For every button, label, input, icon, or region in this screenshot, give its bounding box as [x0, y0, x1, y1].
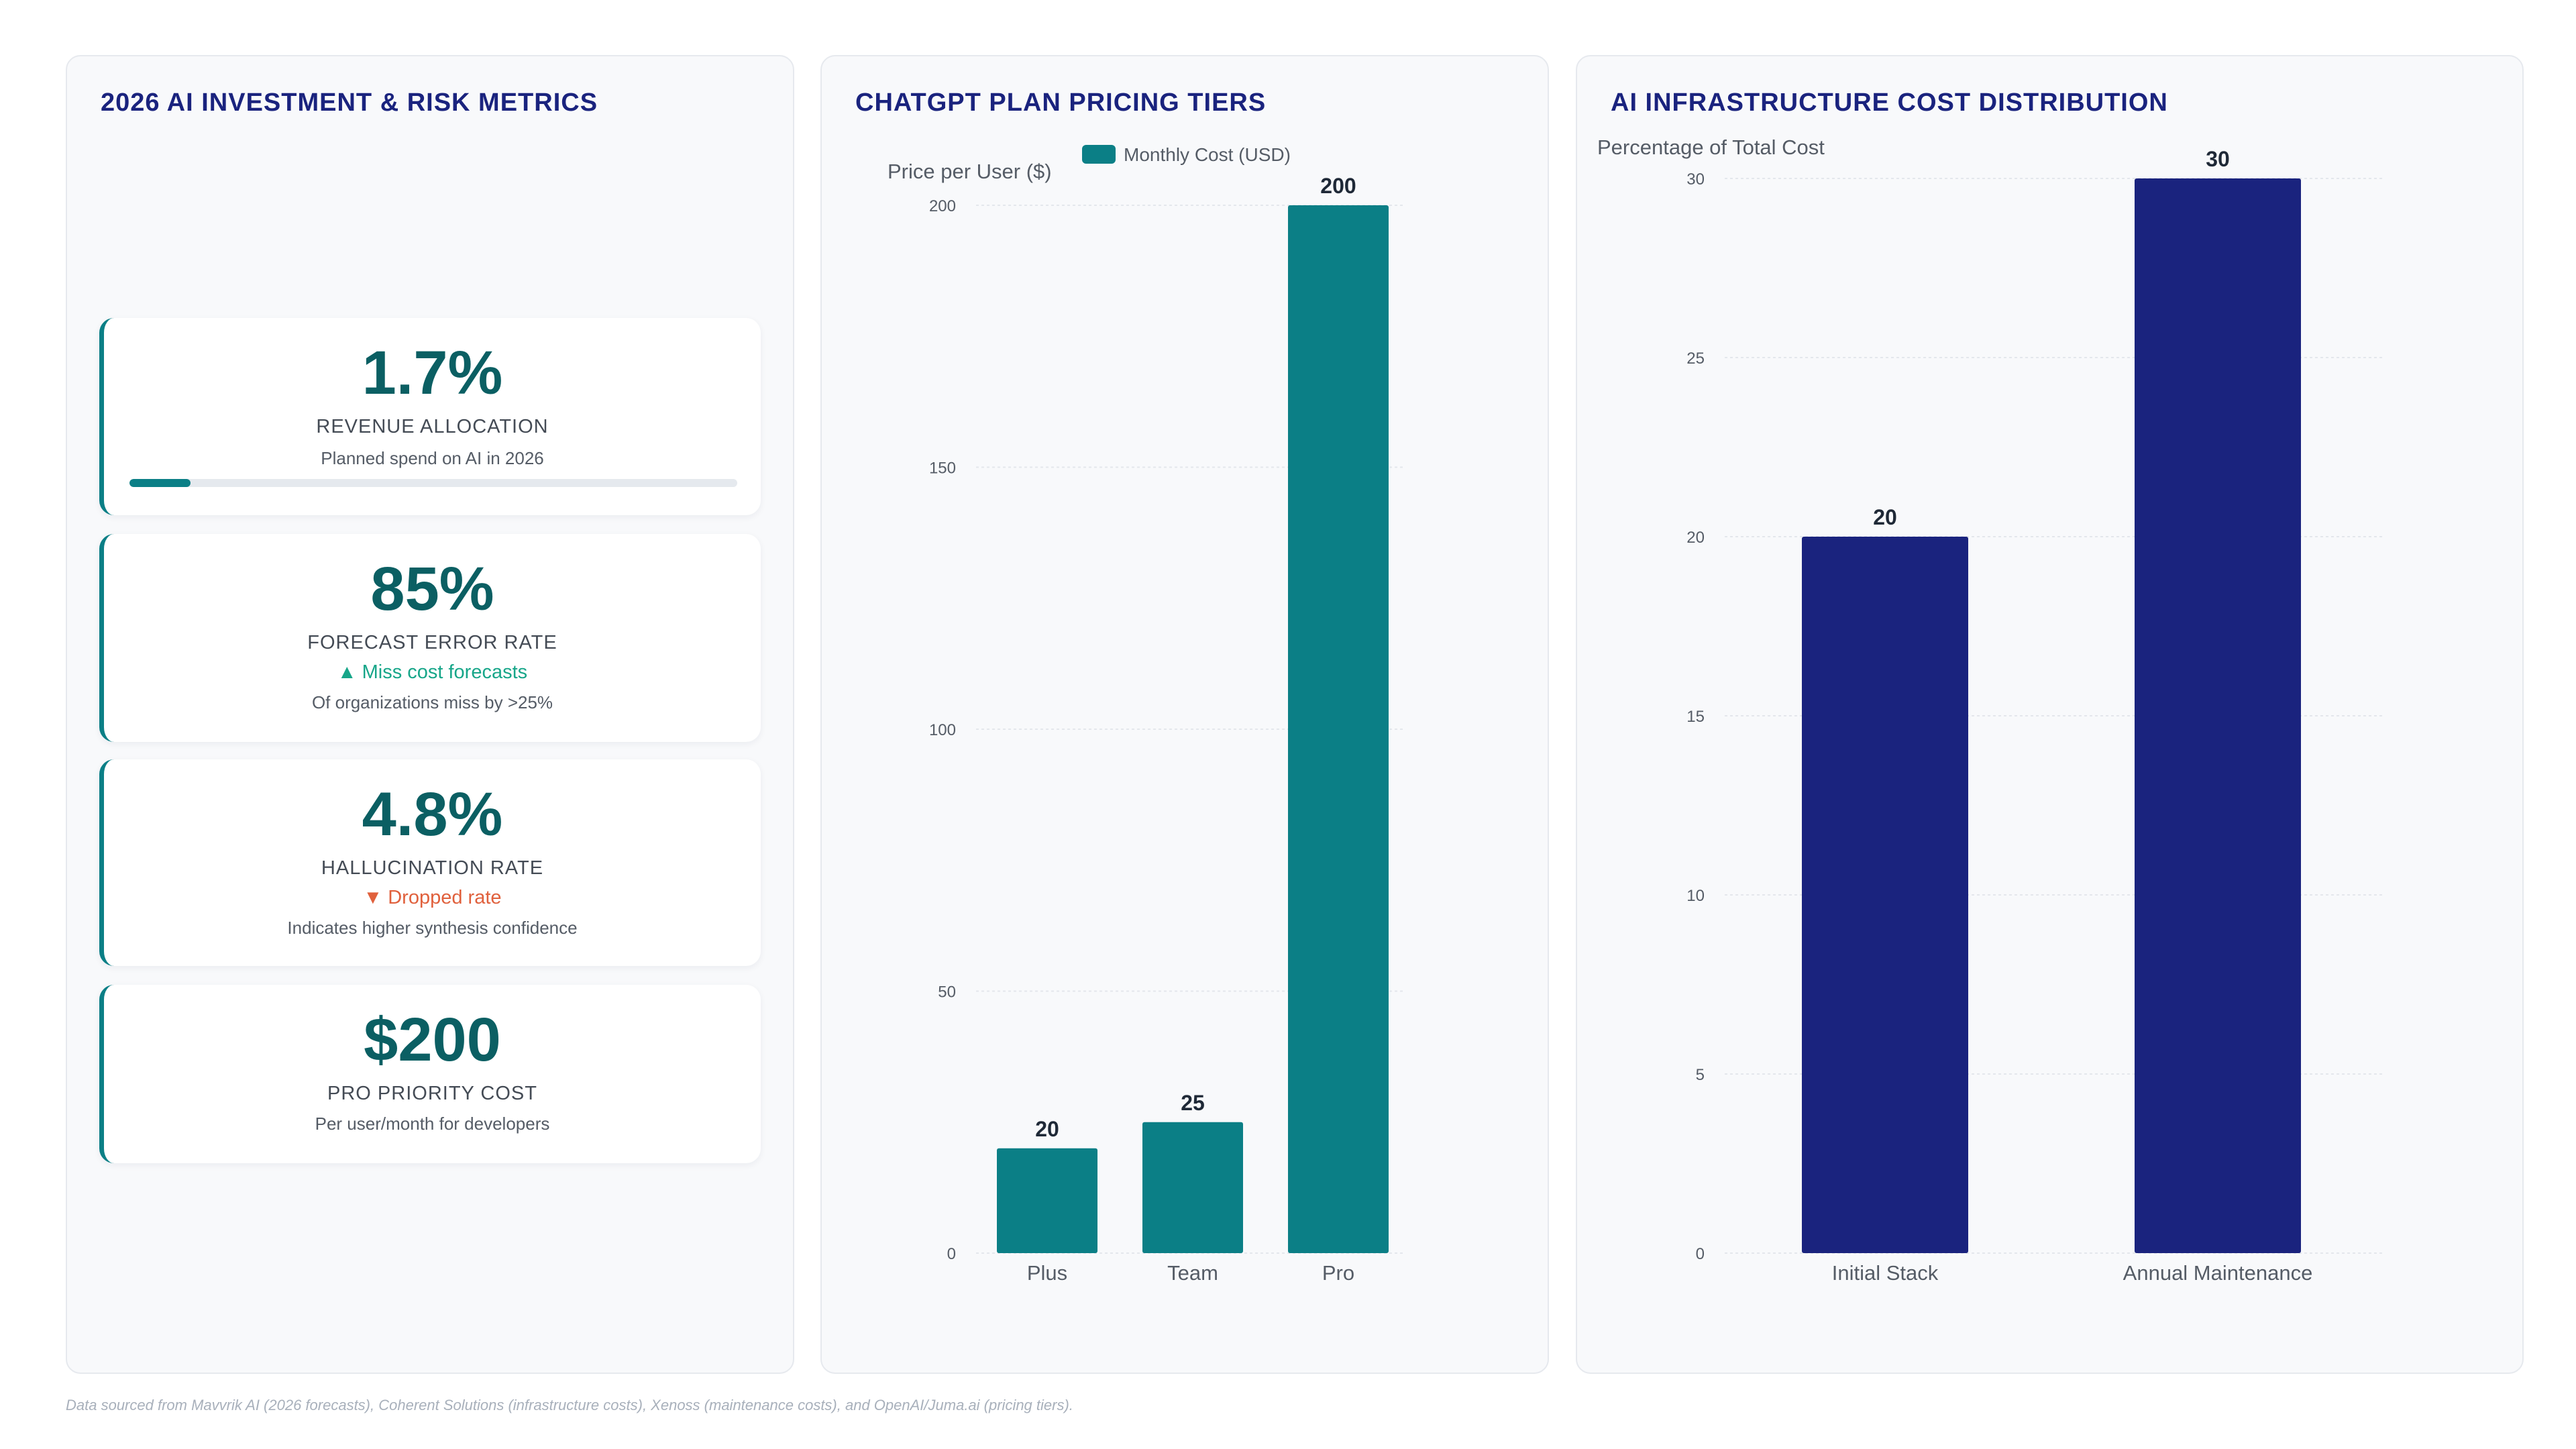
- x-tick-label: Pro: [1322, 1261, 1354, 1285]
- bar-value-label: 25: [1181, 1091, 1205, 1115]
- bar-value-label: 20: [1873, 505, 1897, 529]
- trend-down-indicator: ▼ Dropped rate: [363, 887, 502, 908]
- metric-card-hallucination-rate: 4.8% HALLUCINATION RATE ▼ Dropped rate I…: [99, 759, 761, 966]
- infra-bar-chart: 0 5 10 15 20 25 30 Percentage of Total Cost 20 In…: [1597, 136, 2382, 1285]
- metric-subtext: Planned spend on AI in 2026: [321, 448, 544, 468]
- metric-label: HALLUCINATION RATE: [321, 857, 544, 879]
- metric-value: 85%: [370, 555, 494, 623]
- bar-value-label: 20: [1035, 1117, 1059, 1141]
- metric-card-revenue-allocation: 1.7% REVENUE ALLOCATION Planned spend on…: [99, 318, 761, 515]
- bar-annual-maintenance: [2135, 178, 2301, 1253]
- x-tick-label: Annual Maintenance: [2123, 1261, 2313, 1285]
- y-tick-label: 15: [1686, 708, 1705, 726]
- y-tick-label: 0: [947, 1245, 956, 1263]
- x-tick-label: Initial Stack: [1832, 1261, 1939, 1285]
- bar-plus: [997, 1148, 1097, 1253]
- revenue-progress-fill: [129, 479, 191, 487]
- y-tick-label: 5: [1696, 1066, 1705, 1084]
- metrics-panel: 2026 AI INVESTMENT & RISK METRICS 1.7% R…: [66, 55, 794, 1374]
- pricing-panel: CHATGPT PLAN PRICING TIERS 0 50 100 150 200 P…: [820, 55, 1549, 1374]
- y-tick-label: 100: [929, 721, 956, 739]
- infra-panel: AI INFRASTRUCTURE COST DISTRIBUTION 0 5 10…: [1576, 55, 2524, 1374]
- metric-card-pro-priority-cost: $200 PRO PRIORITY COST Per user/month fo…: [99, 985, 761, 1163]
- metric-label: FORECAST ERROR RATE: [307, 632, 557, 653]
- metric-value: $200: [364, 1006, 501, 1074]
- metric-label: REVENUE ALLOCATION: [316, 416, 549, 437]
- metric-value: 1.7%: [362, 339, 503, 407]
- y-tick-label: 25: [1686, 350, 1705, 368]
- bar-pro: [1288, 205, 1389, 1253]
- legend-label: Monthly Cost (USD): [1124, 144, 1291, 165]
- y-tick-label: 50: [938, 983, 956, 1002]
- infra-panel-title: AI INFRASTRUCTURE COST DISTRIBUTION: [1611, 89, 2168, 117]
- x-tick-label: Plus: [1027, 1261, 1067, 1285]
- bar-initial-stack: [1802, 537, 1968, 1253]
- trend-up-indicator: ▲ Miss cost forecasts: [337, 661, 528, 683]
- revenue-progress-bar: [129, 479, 737, 487]
- y-tick-label: 10: [1686, 887, 1705, 905]
- y-tick-label: 150: [929, 460, 956, 478]
- metric-subtext: Indicates higher synthesis confidence: [287, 918, 578, 938]
- metric-value: 4.8%: [362, 780, 503, 849]
- metrics-panel-title: 2026 AI INVESTMENT & RISK METRICS: [101, 89, 598, 117]
- y-tick-label: 200: [929, 197, 956, 215]
- y-axis-label: Percentage of Total Cost: [1597, 136, 1825, 159]
- x-tick-label: Team: [1167, 1261, 1218, 1285]
- y-axis-label: Price per User ($): [888, 160, 1052, 183]
- bar-team: [1142, 1122, 1243, 1253]
- pricing-panel-title: CHATGPT PLAN PRICING TIERS: [855, 89, 1267, 117]
- bar-value-label: 30: [2206, 147, 2230, 171]
- metric-subtext: Of organizations miss by >25%: [311, 692, 553, 712]
- y-tick-label: 30: [1686, 170, 1705, 189]
- bar-value-label: 200: [1320, 174, 1356, 198]
- y-tick-label: 20: [1686, 529, 1705, 547]
- legend-swatch: [1082, 145, 1116, 164]
- metric-subtext: Per user/month for developers: [315, 1114, 550, 1134]
- y-tick-label: 0: [1696, 1245, 1705, 1263]
- metric-card-forecast-error: 85% FORECAST ERROR RATE ▲ Miss cost fore…: [99, 534, 761, 742]
- metric-label: PRO PRIORITY COST: [327, 1083, 537, 1104]
- data-source-footnote: Data sourced from Mavvrik AI (2026 forec…: [66, 1397, 1073, 1413]
- pricing-bar-chart: 0 50 100 150 200 Price per User ($) 20 Plus 25 Te…: [888, 144, 1405, 1285]
